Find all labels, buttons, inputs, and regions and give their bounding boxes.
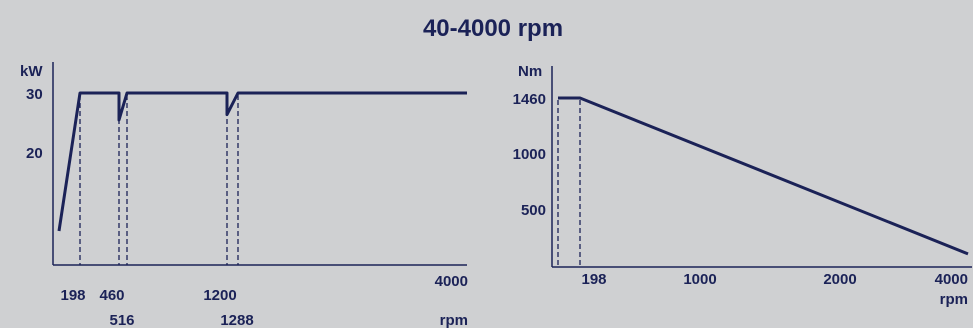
power-x-tick-1200: 1200	[203, 287, 236, 304]
power-x-tick-1288: 1288	[220, 312, 253, 328]
torque-x-tick-2000: 2000	[823, 271, 856, 288]
torque-x-tick-1000: 1000	[683, 271, 716, 288]
power-chart: kW 30 20 198 460 1200 516 1288 4000 rpm	[20, 62, 468, 328]
power-x-unit: rpm	[440, 312, 468, 328]
torque-x-tick-198: 198	[581, 271, 606, 288]
torque-chart: Nm 1460 1000 500 198 1000 2000 4000 rpm	[513, 63, 972, 308]
chart-title: 40-4000 rpm	[423, 15, 563, 42]
torque-x-unit: rpm	[940, 291, 968, 308]
power-y-unit: kW	[20, 63, 43, 80]
power-x-tick-516: 516	[109, 312, 134, 328]
torque-series-line	[558, 96, 969, 256]
power-x-tick-198: 198	[60, 287, 85, 304]
power-y-tick-20: 20	[26, 145, 43, 162]
power-series-line	[57, 91, 467, 232]
torque-guide-lines	[557, 100, 581, 267]
torque-y-tick-500: 500	[521, 202, 546, 219]
power-y-tick-30: 30	[26, 86, 43, 103]
torque-y-tick-1460: 1460	[513, 91, 546, 108]
torque-x-tick-4000: 4000	[935, 271, 968, 288]
power-x-tick-460: 460	[99, 287, 124, 304]
torque-y-unit: Nm	[518, 63, 542, 80]
power-x-axis-end-label: 4000	[435, 273, 468, 290]
power-guide-lines	[79, 95, 239, 265]
torque-y-tick-1000: 1000	[513, 146, 546, 163]
